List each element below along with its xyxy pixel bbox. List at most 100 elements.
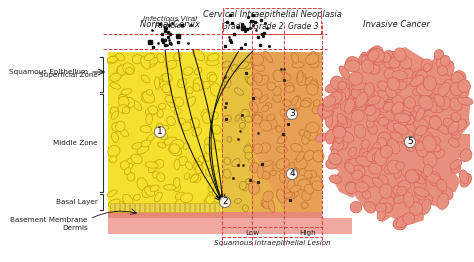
- Ellipse shape: [445, 61, 454, 75]
- Ellipse shape: [451, 163, 461, 173]
- Ellipse shape: [260, 171, 270, 179]
- Ellipse shape: [460, 174, 472, 187]
- Ellipse shape: [298, 179, 310, 190]
- Ellipse shape: [210, 112, 219, 120]
- Ellipse shape: [243, 62, 252, 69]
- Ellipse shape: [341, 117, 351, 128]
- Bar: [160, 203, 164, 212]
- Ellipse shape: [419, 193, 433, 206]
- Ellipse shape: [208, 192, 214, 199]
- Ellipse shape: [210, 83, 221, 96]
- Ellipse shape: [387, 121, 399, 131]
- Ellipse shape: [299, 129, 305, 136]
- Ellipse shape: [194, 161, 202, 170]
- Ellipse shape: [392, 102, 404, 114]
- Ellipse shape: [363, 190, 371, 199]
- Ellipse shape: [318, 104, 332, 118]
- Ellipse shape: [132, 142, 144, 149]
- Ellipse shape: [173, 183, 181, 192]
- Bar: [125, 203, 129, 212]
- Ellipse shape: [363, 151, 374, 164]
- Ellipse shape: [141, 140, 151, 147]
- Ellipse shape: [365, 94, 376, 106]
- Ellipse shape: [252, 114, 259, 120]
- Ellipse shape: [123, 63, 134, 75]
- Ellipse shape: [108, 145, 120, 157]
- Ellipse shape: [212, 125, 221, 134]
- Ellipse shape: [411, 173, 425, 184]
- Ellipse shape: [124, 168, 131, 174]
- Ellipse shape: [306, 84, 318, 95]
- Ellipse shape: [246, 178, 253, 184]
- Ellipse shape: [460, 149, 472, 161]
- Ellipse shape: [375, 203, 386, 212]
- Ellipse shape: [254, 64, 265, 71]
- Ellipse shape: [283, 99, 291, 107]
- Ellipse shape: [175, 200, 186, 210]
- Bar: [140, 203, 145, 212]
- Ellipse shape: [260, 120, 272, 131]
- Ellipse shape: [194, 68, 202, 74]
- Bar: [195, 203, 200, 212]
- Ellipse shape: [213, 192, 224, 203]
- Ellipse shape: [427, 116, 438, 126]
- Ellipse shape: [377, 209, 386, 221]
- Ellipse shape: [280, 72, 291, 81]
- Ellipse shape: [234, 88, 244, 95]
- Ellipse shape: [137, 145, 148, 154]
- Ellipse shape: [164, 96, 176, 102]
- Ellipse shape: [174, 53, 181, 61]
- Ellipse shape: [174, 159, 180, 170]
- Ellipse shape: [132, 54, 142, 64]
- Ellipse shape: [351, 88, 361, 98]
- Ellipse shape: [429, 97, 437, 113]
- Ellipse shape: [386, 52, 400, 64]
- Ellipse shape: [366, 148, 381, 161]
- Ellipse shape: [286, 191, 295, 200]
- Ellipse shape: [231, 64, 238, 72]
- Ellipse shape: [412, 88, 424, 96]
- Ellipse shape: [165, 61, 177, 69]
- Ellipse shape: [270, 171, 276, 176]
- Ellipse shape: [363, 152, 372, 161]
- Ellipse shape: [131, 154, 142, 164]
- Ellipse shape: [369, 64, 380, 74]
- Ellipse shape: [140, 125, 152, 133]
- Ellipse shape: [304, 150, 314, 161]
- Ellipse shape: [186, 97, 195, 107]
- Ellipse shape: [451, 72, 464, 85]
- Ellipse shape: [457, 97, 473, 105]
- Bar: [150, 203, 155, 212]
- Ellipse shape: [362, 151, 374, 162]
- Ellipse shape: [357, 94, 371, 107]
- Ellipse shape: [392, 71, 408, 80]
- Ellipse shape: [164, 184, 176, 190]
- Ellipse shape: [426, 173, 441, 183]
- Ellipse shape: [235, 199, 241, 203]
- Ellipse shape: [137, 178, 147, 191]
- Ellipse shape: [305, 77, 312, 85]
- Ellipse shape: [182, 122, 191, 131]
- Ellipse shape: [201, 109, 208, 117]
- Ellipse shape: [423, 165, 432, 176]
- Ellipse shape: [436, 123, 449, 134]
- Ellipse shape: [120, 161, 129, 170]
- Ellipse shape: [382, 203, 392, 213]
- Ellipse shape: [393, 123, 408, 134]
- Ellipse shape: [142, 185, 154, 198]
- Ellipse shape: [127, 157, 135, 167]
- Ellipse shape: [308, 56, 319, 68]
- Ellipse shape: [360, 181, 372, 189]
- Ellipse shape: [356, 156, 372, 166]
- Ellipse shape: [369, 48, 384, 62]
- Ellipse shape: [116, 121, 125, 132]
- Ellipse shape: [382, 53, 391, 62]
- Ellipse shape: [396, 215, 410, 228]
- Ellipse shape: [419, 131, 433, 145]
- Ellipse shape: [409, 202, 423, 215]
- Ellipse shape: [361, 52, 369, 62]
- Ellipse shape: [385, 86, 396, 98]
- Ellipse shape: [280, 110, 290, 120]
- Ellipse shape: [109, 199, 120, 207]
- Ellipse shape: [384, 165, 395, 174]
